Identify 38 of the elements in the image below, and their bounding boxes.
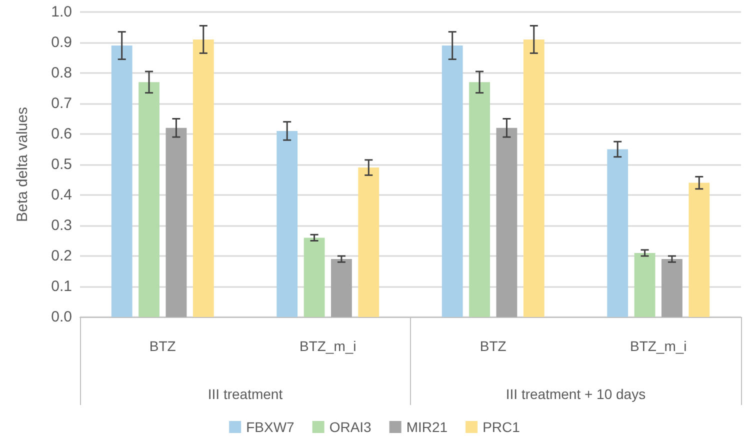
bar — [331, 259, 352, 317]
bar — [304, 238, 325, 317]
bar — [607, 149, 628, 317]
y-tick-label: 0.4 — [51, 186, 72, 204]
x-tick-label: BTZ_m_i — [299, 338, 356, 354]
y-tick-label: 0.8 — [51, 64, 72, 82]
bar — [111, 46, 132, 317]
y-tick-label: 0.1 — [51, 278, 72, 295]
legend-label: MIR21 — [406, 419, 448, 435]
bar — [688, 182, 710, 317]
x-tick-label: BTZ — [480, 338, 507, 354]
bar — [276, 130, 298, 317]
x-tick-label: BTZ — [149, 338, 176, 354]
legend-label: ORAI3 — [329, 419, 372, 435]
bar — [496, 128, 518, 317]
bar — [358, 168, 380, 317]
bar — [634, 252, 656, 317]
bar — [192, 39, 214, 317]
x-tick-label: BTZ_m_i — [630, 338, 687, 354]
bar — [166, 128, 187, 317]
y-tick-label: 0.3 — [51, 217, 72, 234]
y-tick-label: 0.0 — [51, 308, 72, 326]
y-tick-label: 0.2 — [51, 248, 72, 264]
y-tick-label: 1.0 — [51, 4, 72, 20]
y-tick-label: 0.7 — [51, 95, 72, 112]
y-tick-label: 0.9 — [51, 34, 72, 51]
bar — [138, 82, 160, 317]
y-tick-label: 0.5 — [51, 156, 72, 173]
y-axis-title: Beta delta values — [14, 106, 31, 222]
y-tick-label: 0.6 — [51, 126, 72, 142]
bar — [523, 39, 544, 317]
legend-label: FBXW7 — [246, 419, 295, 435]
text: III treatment — [208, 386, 283, 402]
bar — [662, 259, 682, 317]
bar — [442, 46, 463, 317]
bar — [469, 82, 490, 317]
text: III treatment + 10 days — [506, 386, 646, 402]
legend-label: PRC1 — [482, 419, 520, 435]
